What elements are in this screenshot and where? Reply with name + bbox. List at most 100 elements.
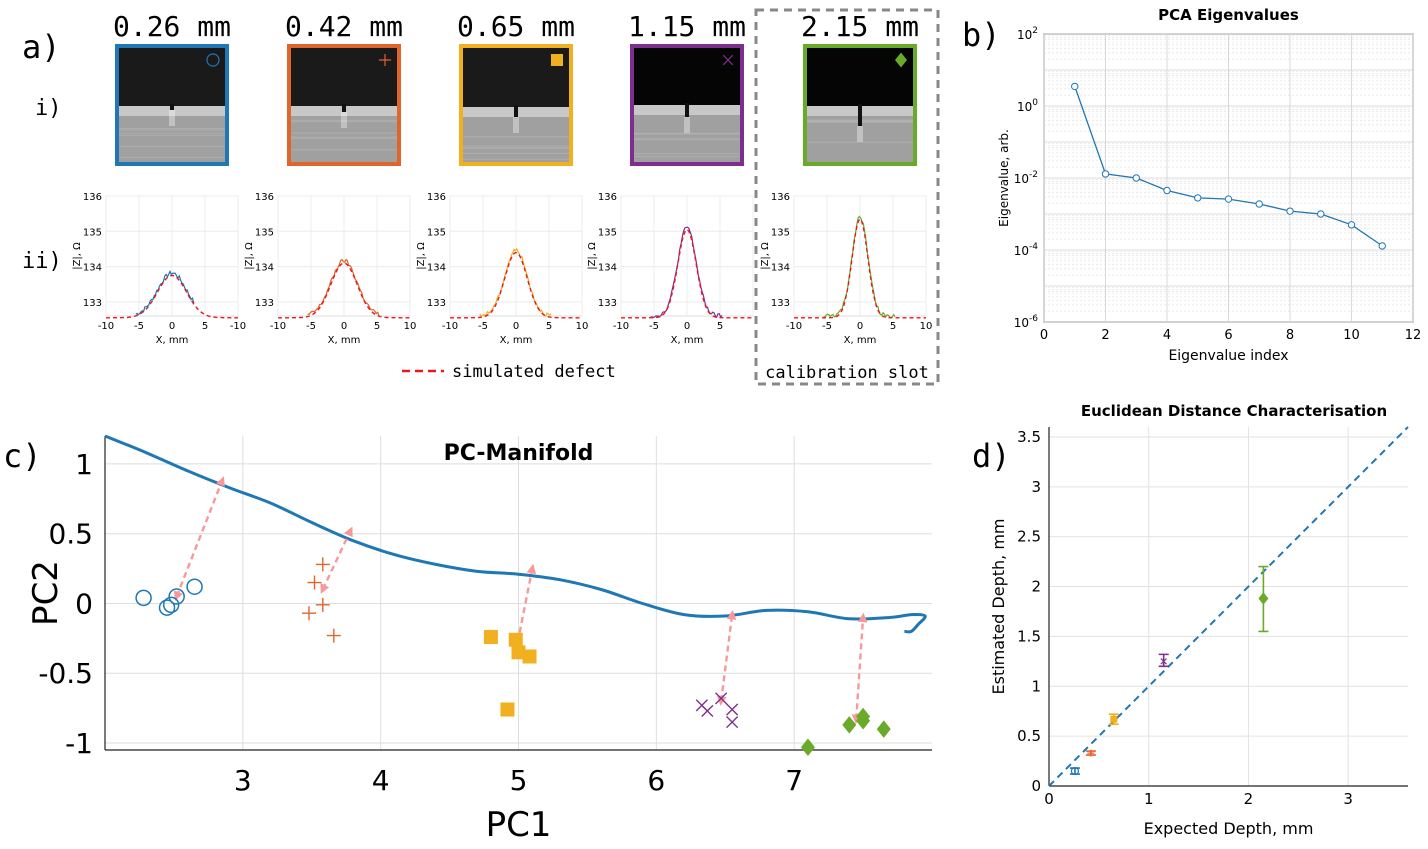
ytick-label: 135 (598, 227, 617, 238)
simulated-defect-line (278, 262, 410, 319)
data-point-circle (162, 596, 180, 614)
eigenvalue-point (1071, 82, 1079, 91)
y-axis-label: |Z|, Ω (760, 242, 771, 270)
simulated-defect-line (621, 228, 753, 319)
y-axis-label: Estimated Depth, mm (989, 519, 1008, 695)
eigenvalue-point (1163, 186, 1171, 195)
x-axis-label: Expected Depth, mm (1144, 819, 1314, 838)
data-point-plus (315, 597, 330, 612)
ytick-label: 134 (83, 263, 102, 274)
calibration-slot-label: calibration slot (765, 363, 929, 383)
scan-surface-edge (119, 106, 225, 116)
y-axis-label: PC2 (26, 560, 66, 626)
simulated-defect-legend-label: simulated defect (452, 362, 616, 382)
scan-defect-slot (170, 104, 174, 110)
data-point-circle (135, 589, 152, 607)
xtick-label: 1 (1144, 790, 1154, 808)
xtick-label: 5 (510, 764, 528, 797)
measured-signal-line (823, 215, 896, 319)
ytick-label: 2 (1031, 578, 1041, 596)
xtick-label: 0 (1044, 790, 1054, 808)
y-axis-label: Eigenvalue, arb. (997, 129, 1011, 227)
depth-label: 2.15 mm (801, 10, 919, 43)
xtick-label: -10 (442, 321, 458, 332)
ytick-label: 0.5 (48, 518, 93, 551)
eigenvalue-point (1194, 194, 1202, 202)
data-point-cross (1160, 658, 1167, 665)
x-axis-label: X, mm (500, 335, 533, 346)
scan-defect-slot (858, 104, 862, 126)
xtick-label: -10 (230, 321, 246, 332)
xtick-label: 10 (1343, 328, 1360, 343)
ytick-label: 134 (427, 263, 446, 274)
x-axis-label: PC1 (486, 805, 552, 845)
scan-background (807, 48, 913, 106)
eigenvalue-point (1286, 207, 1294, 215)
x-axis-label: X, mm (328, 335, 361, 346)
panel-c-manifold: 3 4 5 6 7 1 0.5 0 -0.5 -1 PC-Manifold PC1 PC2 (26, 434, 932, 845)
xtick-label: 7 (785, 764, 803, 797)
simulated-defect-line (794, 217, 926, 319)
data-point-circle (158, 599, 176, 616)
ytick-label: 10-6 (1014, 314, 1039, 330)
ytick-label: 3 (1031, 478, 1041, 496)
ytick-label: 134 (255, 263, 274, 274)
x-axis-label: X, mm (844, 335, 877, 346)
data-point-diamond (856, 707, 871, 726)
scan-defect-shadow (341, 112, 347, 128)
xtick-label: 0 (169, 321, 175, 332)
ytick-label: 0 (1031, 777, 1041, 795)
depth-label: 0.26 mm (113, 10, 231, 43)
data-point-square (1110, 715, 1118, 723)
xtick-label: -5 (649, 321, 659, 332)
xtick-label: 0 (341, 321, 347, 332)
chart-title: PCA Eigenvalues (1158, 6, 1299, 24)
scan-background (119, 48, 225, 106)
xtick-label: 12 (1405, 328, 1422, 343)
error-bar (1158, 653, 1169, 668)
xtick-label: 2 (1101, 328, 1109, 343)
simulated-defect-line (450, 251, 582, 319)
scan-marker-diamond (895, 52, 907, 68)
scan-defect-slot (685, 103, 689, 117)
ytick-label: 136 (427, 192, 446, 203)
x-axis-label: Eigenvalue index (1168, 348, 1288, 364)
data-point-diamond (876, 720, 891, 738)
xtick-label: 5 (890, 321, 896, 332)
eigenvalue-point (1378, 242, 1386, 250)
simulated-defect-line (106, 274, 238, 319)
scan-defect-shadow (857, 126, 863, 142)
panel-a-scans: 0.26 mm 133 134 135 136 -10 -5 0 5 -10 X, mm |Z|, Ω… (72, 10, 932, 346)
eigenvalue-point (1224, 195, 1233, 203)
ytick-label: 10-2 (1014, 170, 1038, 186)
xtick-label: -10 (98, 321, 114, 332)
ytick-label: 135 (771, 227, 790, 238)
ytick-label: -1 (65, 727, 93, 760)
scan-marker-plus (379, 54, 391, 66)
panel-label-c: c) (3, 437, 42, 475)
scan-marker-cross (722, 54, 734, 66)
impedance-plot: 133 134 135 136 -10 -5 0 5 X, mm |Z|, Ω (587, 192, 754, 346)
ytick-label: 133 (771, 298, 790, 309)
xtick-label: -5 (478, 321, 488, 332)
ytick-label: 100 (1017, 98, 1038, 114)
data-point-circle (186, 578, 203, 595)
measured-signal-line (135, 269, 195, 316)
data-point-plus (326, 628, 341, 643)
ytick-label: 134 (598, 263, 617, 274)
depth-label: 0.42 mm (285, 10, 403, 43)
projection-arrow (173, 476, 225, 601)
xtick-label: -5 (134, 321, 144, 332)
x-axis-label: X, mm (671, 335, 704, 346)
xtick-label: 0 (513, 321, 519, 332)
row-label-ii: ii) (22, 249, 62, 274)
data-point-plus (307, 575, 322, 590)
x-axis-label: X, mm (156, 335, 189, 346)
xtick-label: 0 (1040, 328, 1048, 343)
y-axis-label: |Z|, Ω (416, 242, 427, 270)
xtick-label: 4 (1163, 328, 1171, 343)
xtick-label: 5 (202, 321, 208, 332)
data-point-circle (168, 588, 185, 605)
chart-title: PC-Manifold (444, 441, 594, 466)
ytick-label: 3.5 (1017, 428, 1041, 446)
